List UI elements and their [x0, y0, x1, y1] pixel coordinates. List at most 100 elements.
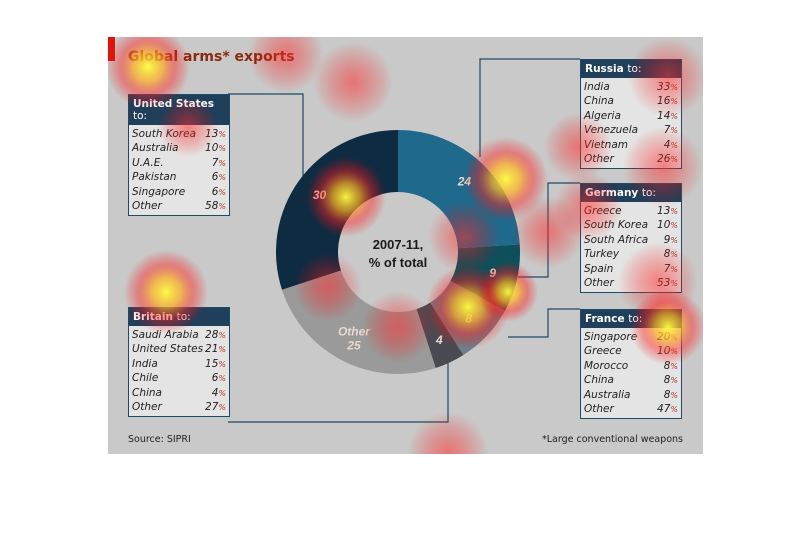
table-row: Other 53% [581, 276, 681, 290]
destination-country: South Korea [584, 219, 648, 232]
chart-figure: Global arms* exports 24 9 8 4 Other 25 30 2007… [108, 37, 703, 454]
share-value: 15% [205, 357, 226, 370]
percent-sign: % [670, 404, 678, 414]
table-row: Australia 10% [129, 141, 229, 155]
table-row: Turkey 8% [581, 247, 681, 261]
table-exporter-name: Russia [585, 63, 628, 75]
percent-sign: % [218, 130, 226, 139]
destination-country: Other [584, 402, 614, 415]
destination-country: Venezuela [584, 124, 639, 137]
destination-country: China [584, 95, 614, 108]
percent-sign: % [218, 187, 226, 197]
percent-sign: % [670, 221, 678, 231]
table-header-suffix: to: [628, 313, 643, 325]
percent-sign: % [670, 361, 678, 371]
share-value: 13% [205, 128, 226, 140]
destination-country: China [584, 374, 614, 387]
connector-line [228, 93, 304, 177]
table-exporter-name: France [585, 313, 629, 325]
percent-sign: % [218, 388, 226, 398]
percent-sign: % [218, 402, 226, 412]
table-france: France to: Singapore 20% Greece 10% Morocco 8%… [580, 309, 682, 420]
slice-label: 30 [313, 188, 327, 202]
share-value: 47% [657, 402, 678, 415]
table-row: Other 26% [581, 152, 681, 166]
percent-sign: % [670, 250, 678, 260]
percent-sign: % [218, 331, 226, 340]
share-value: 8% [663, 374, 678, 387]
destination-country: Chile [132, 372, 159, 385]
share-value: 21% [205, 343, 226, 356]
destination-country: South Africa [584, 233, 649, 246]
donut-slice [281, 270, 436, 374]
table-row: Other 27% [129, 400, 229, 414]
table-row: China 8% [581, 373, 681, 387]
share-value: 4% [663, 138, 678, 151]
table-header-suffix: to: [627, 63, 642, 75]
percent-sign: % [218, 173, 226, 183]
table-row: Algeria 14% [581, 109, 681, 123]
destination-country: Other [132, 400, 162, 413]
percent-sign: % [670, 235, 678, 245]
destination-country: Spain [584, 262, 614, 275]
donut-slice [398, 130, 520, 249]
destination-country: Singapore [132, 185, 186, 198]
destination-country: South Korea [132, 128, 196, 140]
share-value: 7% [663, 262, 678, 275]
table-header-britain: Britain to: [129, 308, 229, 326]
table-britain: Britain to: Saudi Arabia 28% United States 2… [128, 307, 230, 418]
share-value: 14% [657, 109, 678, 122]
destination-country: Singapore [584, 331, 638, 343]
share-value: 10% [657, 219, 678, 232]
table-row: India 15% [129, 357, 229, 371]
table-header-suffix: to: [641, 187, 657, 199]
connector-line [479, 58, 580, 157]
slice-label: 4 [435, 333, 443, 347]
percent-sign: % [218, 201, 226, 211]
center-label-line2: % of total [369, 255, 428, 270]
percent-sign: % [670, 154, 678, 164]
table-header-suffix: to: [176, 311, 191, 323]
table-exporter-name: Germany [585, 187, 642, 199]
destination-country: India [584, 81, 610, 93]
table-row: Morocco 8% [581, 359, 681, 373]
table-row: South Korea 10% [581, 218, 681, 232]
table-row: Other 47% [581, 402, 681, 416]
table-row: Singapore 6% [129, 185, 229, 199]
share-value: 8% [663, 248, 678, 261]
destination-country: China [132, 386, 162, 399]
share-value: 6% [211, 185, 226, 198]
table-row: Pakistan 6% [129, 170, 229, 184]
percent-sign: % [218, 345, 226, 355]
destination-country: Other [584, 276, 614, 289]
destination-country: Australia [584, 388, 631, 401]
percent-sign: % [670, 207, 678, 216]
table-header-russia: Russia to: [581, 60, 681, 78]
share-value: 10% [205, 142, 226, 155]
percent-sign: % [670, 278, 678, 288]
share-value: 6% [211, 372, 226, 385]
share-value: 8% [663, 359, 678, 372]
share-value: 8% [663, 388, 678, 401]
percent-sign: % [670, 83, 678, 92]
table-header-germany: Germany to: [581, 184, 681, 202]
table-row: Saudi Arabia 28% [129, 328, 229, 342]
percent-sign: % [218, 144, 226, 154]
table-row: China 4% [129, 386, 229, 400]
share-value: 16% [657, 95, 678, 108]
table-header-france: France to: [581, 310, 681, 328]
percent-sign: % [670, 264, 678, 274]
percent-sign: % [670, 333, 678, 342]
share-value: 9% [663, 233, 678, 246]
share-value: 28% [205, 329, 226, 341]
destination-country: Saudi Arabia [132, 329, 199, 341]
percent-sign: % [218, 359, 226, 369]
table-header-us: United States to: [129, 95, 229, 125]
destination-country: Algeria [584, 109, 621, 122]
share-value: 27% [205, 400, 226, 413]
table-row: Chile 6% [129, 371, 229, 385]
percent-sign: % [670, 126, 678, 136]
table-united-states: United States to: South Korea 13% Australia… [128, 94, 230, 217]
percent-sign: % [218, 374, 226, 384]
table-row: India 33% [581, 80, 681, 94]
